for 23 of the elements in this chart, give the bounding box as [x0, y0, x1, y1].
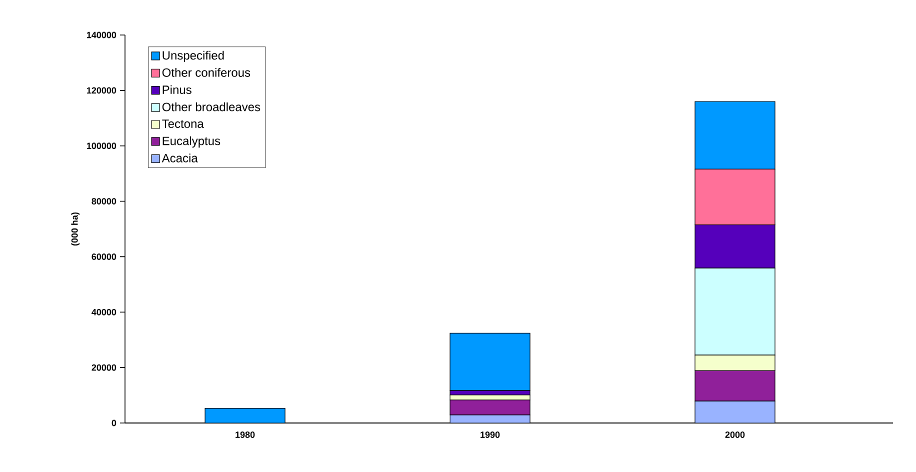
- y-tick-label: 60000: [92, 254, 116, 260]
- bar: [450, 332, 530, 391]
- legend-label: Tectona: [162, 120, 204, 128]
- legend-label: Pinus: [162, 85, 192, 94]
- x-tick-label: 1980: [236, 432, 255, 438]
- bar: [450, 390, 530, 396]
- legend-label: Eucalyptus: [162, 136, 220, 148]
- bar: [204, 408, 286, 423]
- y-tick-label: 100000: [87, 142, 116, 150]
- legend-label: Other coniferous: [162, 68, 250, 77]
- y-tick-label: 140000: [87, 32, 116, 38]
- legend-label: Unspecified: [162, 50, 224, 62]
- x-tick-label: 2000: [725, 432, 745, 438]
- bar: [694, 101, 776, 170]
- legend-label: Other broadleaves: [162, 102, 260, 112]
- y-tick-label: 20000: [92, 364, 116, 371]
- y-tick-label: 80000: [92, 198, 116, 204]
- y-axis-title: (000 ha): [71, 212, 80, 246]
- y-tick-label: 40000: [92, 308, 116, 316]
- legend-label: Acacia: [162, 154, 198, 162]
- y-tick-label: 0: [112, 420, 116, 426]
- y-tick-label: 120000: [87, 87, 116, 94]
- x-tick-label: 1990: [480, 432, 500, 438]
